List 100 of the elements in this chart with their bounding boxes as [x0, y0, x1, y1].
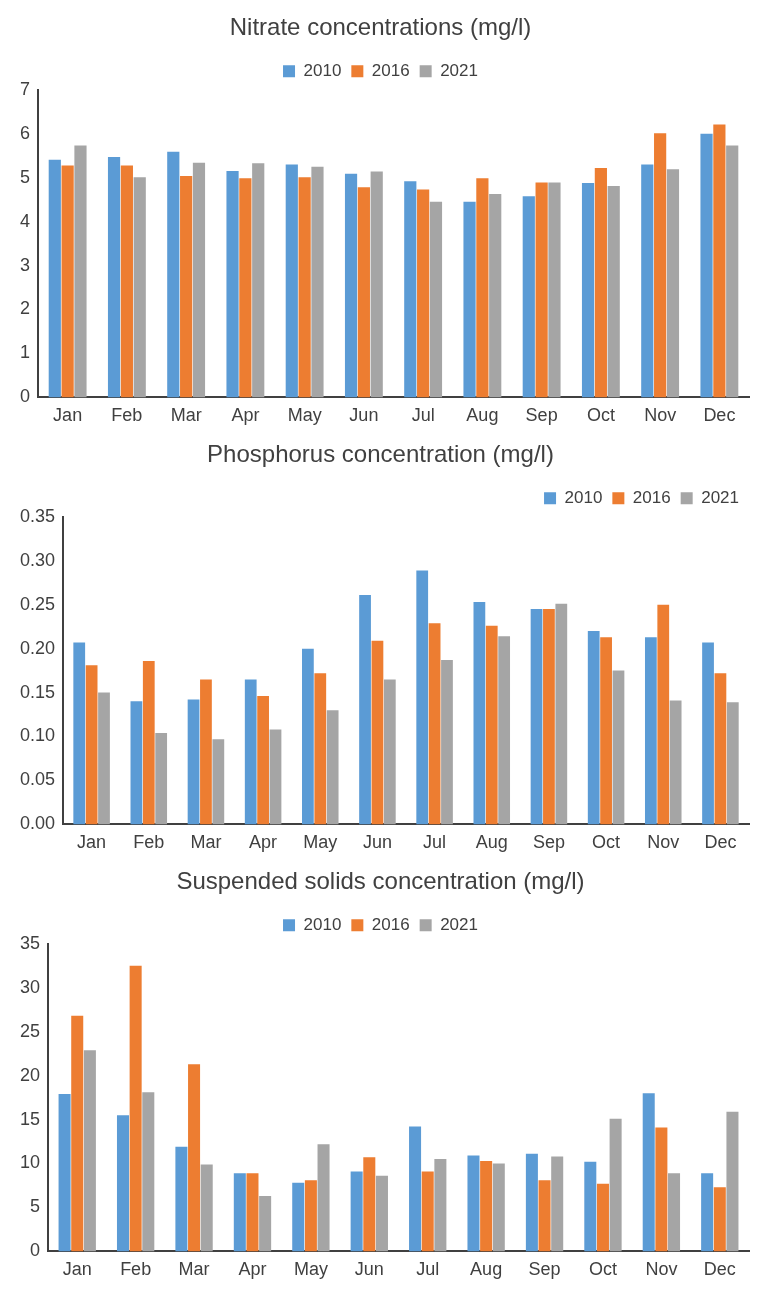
bar — [700, 133, 713, 398]
y-tick-label: 30 — [19, 976, 41, 997]
bar — [370, 171, 383, 398]
bar — [61, 165, 74, 398]
bar — [701, 1173, 714, 1252]
chart-title: Phosphorus concentration (mg/l) — [207, 440, 554, 468]
bar — [74, 145, 87, 398]
bar — [555, 603, 568, 825]
x-tick-label: Jul — [423, 832, 447, 853]
x-tick-label: Nov — [647, 832, 680, 853]
bar — [192, 162, 206, 398]
legend-label: 2016 — [371, 914, 410, 934]
legend-label: 2016 — [371, 60, 410, 80]
chart-title: Nitrate concentrations (mg/l) — [229, 13, 532, 41]
bar — [129, 965, 142, 1252]
bar — [116, 1115, 129, 1252]
bar — [155, 733, 168, 825]
bar — [167, 151, 180, 398]
bar — [226, 171, 239, 398]
bar — [304, 1180, 317, 1252]
y-tick-label: 2 — [20, 298, 31, 319]
bar — [200, 1164, 213, 1252]
bar — [357, 187, 370, 398]
bar — [429, 201, 443, 398]
x-tick-label: Aug — [470, 1259, 503, 1280]
bar — [441, 660, 453, 825]
y-tick-label: 20 — [19, 1064, 41, 1085]
bar — [383, 679, 396, 825]
bar — [596, 1183, 609, 1252]
bar — [83, 1050, 96, 1252]
bar — [530, 609, 543, 825]
bar — [434, 1159, 447, 1252]
bar — [292, 1182, 305, 1252]
bar — [609, 1118, 622, 1252]
bar — [285, 164, 298, 398]
y-tick-label: 0.15 — [19, 681, 56, 702]
bar — [641, 164, 654, 398]
y-tick-label: 25 — [19, 1020, 41, 1041]
y-tick-label: 0.05 — [19, 769, 56, 790]
bar — [463, 201, 476, 398]
y-tick-label: 15 — [19, 1108, 41, 1129]
x-tick-label: Mar — [190, 832, 222, 853]
bar — [363, 1157, 376, 1252]
bar — [428, 623, 441, 825]
y-tick-label: 0 — [30, 1240, 41, 1261]
bar — [612, 670, 625, 825]
y-tick-label: 0.00 — [19, 813, 56, 834]
x-tick-label: Dec — [703, 405, 736, 426]
bar — [485, 625, 498, 825]
x-tick-label: Jun — [354, 1259, 384, 1280]
bar — [212, 739, 225, 825]
bar — [371, 640, 384, 825]
bar — [314, 673, 327, 825]
legend-label: 2021 — [440, 914, 478, 934]
bar — [467, 1155, 480, 1252]
bar — [587, 631, 600, 825]
y-tick-label: 0.20 — [19, 637, 56, 658]
bar — [326, 710, 339, 825]
bar — [252, 163, 265, 398]
y-tick-label: 7 — [20, 78, 31, 99]
x-tick-label: Apr — [238, 1259, 267, 1280]
bar — [73, 642, 86, 825]
bar — [713, 1187, 726, 1252]
bar — [551, 1156, 564, 1252]
y-tick-label: 0.25 — [19, 593, 56, 614]
x-tick-label: May — [287, 405, 322, 426]
x-tick-label: Feb — [133, 832, 165, 853]
x-tick-label: Dec — [704, 832, 737, 853]
bar — [535, 182, 548, 398]
chart-title: Suspended solids concentration (mg/l) — [176, 867, 585, 895]
legend-label: 2021 — [701, 487, 740, 507]
bar — [498, 636, 511, 825]
bar — [702, 642, 714, 825]
y-tick-label: 10 — [19, 1152, 41, 1173]
x-tick-label: May — [293, 1259, 328, 1280]
bar — [311, 166, 324, 398]
x-tick-label: Oct — [592, 832, 621, 853]
bar — [525, 1153, 538, 1252]
x-tick-label: Aug — [466, 405, 499, 426]
x-tick-label: Feb — [120, 1259, 152, 1280]
x-tick-label: May — [303, 832, 338, 853]
bar — [188, 1064, 201, 1252]
bar — [654, 133, 667, 398]
y-tick-label: 0.35 — [19, 505, 56, 526]
bar — [584, 1161, 597, 1252]
x-tick-label: Sep — [532, 832, 565, 853]
bar — [581, 182, 595, 398]
bar — [421, 1171, 434, 1252]
y-tick-label: 0.30 — [19, 549, 56, 570]
x-tick-label: Feb — [111, 405, 143, 426]
bar — [200, 679, 212, 825]
y-tick-label: 0 — [20, 386, 31, 407]
bar — [259, 1196, 272, 1252]
x-tick-label: Jul — [416, 1259, 440, 1280]
bar — [48, 159, 61, 398]
legend-label: 2010 — [303, 60, 342, 80]
bar — [344, 173, 358, 398]
bar — [133, 177, 146, 398]
bar — [726, 145, 739, 398]
y-tick-label: 4 — [20, 210, 31, 231]
